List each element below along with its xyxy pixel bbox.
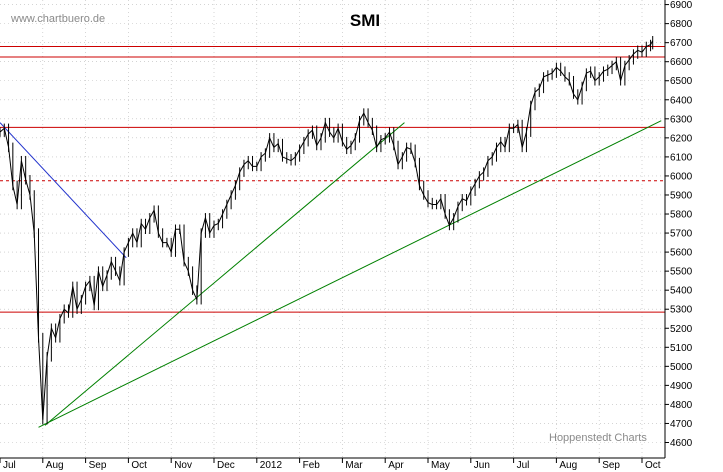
x-tick-label: Aug [559,460,577,471]
x-tick-label: Feb [303,460,321,471]
y-tick-label: 5000 [670,362,693,373]
watermark-bottom: Hoppenstedt Charts [549,432,647,444]
y-tick-label: 5800 [670,210,693,221]
y-tick-label: 6200 [670,133,693,144]
y-tick-label: 6300 [670,114,693,125]
x-axis-ticks: Jul Aug Sep Oct Nov Dec 2012 Feb Mar Apr May Jun Jul… [0,457,665,471]
y-tick-label: 5100 [670,343,693,354]
x-tick-label: Sep [89,460,107,471]
y-tick-label: 4900 [670,381,693,392]
y-tick-label: 5300 [670,305,693,316]
x-tick-label: May [431,460,450,471]
trendline [38,120,662,428]
x-tick-label: Apr [388,460,404,471]
x-tick-label: Sep [602,460,620,471]
horizontal-levels [0,45,665,313]
x-tick-label: Nov [174,460,192,471]
y-tick-label: 6500 [670,76,693,87]
y-tick-label: 6600 [670,57,693,68]
price-line [0,40,654,420]
chart-title: SMI [350,11,380,30]
y-tick-label: 6800 [670,19,693,30]
price-series [0,35,654,425]
x-tick-label: Mar [345,460,363,471]
y-tick-label: 5400 [670,286,693,297]
trendline [44,122,405,426]
x-tick-label: Dec [217,460,235,471]
x-tick-label: Jul [517,460,530,471]
y-tick-label: 6900 [670,0,693,11]
watermark-top: www.chartbuero.de [10,13,105,25]
y-tick-label: 5700 [670,229,693,240]
y-tick-label: 6700 [670,38,693,49]
y-tick-label: 5900 [670,190,693,201]
y-tick-label: 6400 [670,95,693,106]
x-tick-label: Oct [645,460,661,471]
y-tick-label: 5600 [670,248,693,259]
y-tick-label: 5200 [670,324,693,335]
trendlines [0,120,662,428]
y-tick-label: 4600 [670,438,693,449]
y-tick-label: 6000 [670,171,693,182]
y-tick-label: 6100 [670,152,693,163]
y-axis-ticks: 4600 4700 4800 4900 5000 5100 5200 5300 5400 5500… [665,0,693,449]
x-tick-label: 2012 [260,460,283,471]
y-tick-label: 4700 [670,419,693,430]
y-tick-label: 4800 [670,400,693,411]
x-tick-label: Jun [474,460,490,471]
trendline [0,122,127,259]
x-tick-label: Aug [46,460,64,471]
x-tick-label: Jul [3,460,16,471]
y-tick-label: 5500 [670,267,693,278]
x-tick-label: Oct [131,460,147,471]
